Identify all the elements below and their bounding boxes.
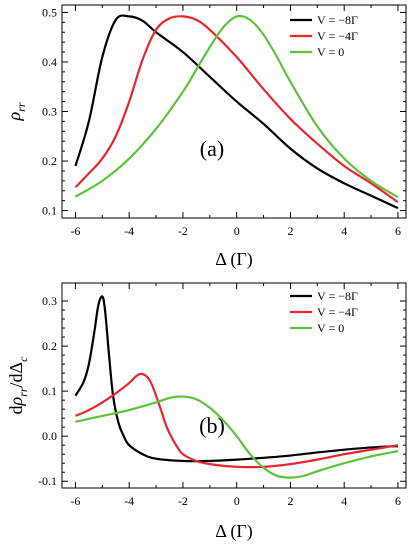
chart-panel-0: -6 -4 -2 0 2 4 6 0.1 0.2 0.3 0.4 0.5 V = −8Γ V = −4Γ V… bbox=[4, 4, 407, 270]
x-axis-label: Δ (Γ) bbox=[215, 521, 252, 542]
y-tick-label: 0.2 bbox=[42, 339, 57, 353]
x-tick-label: 2 bbox=[287, 224, 293, 238]
legend-entry: V = −4Γ bbox=[317, 29, 358, 43]
series-line-1 bbox=[75, 372, 399, 469]
x-tick-label: -6 bbox=[70, 224, 80, 238]
y-axis-label: ρrr bbox=[4, 102, 28, 121]
y-tick-label: 0.4 bbox=[42, 55, 57, 69]
y-axis-label: dρrr/dΔc bbox=[6, 356, 30, 415]
legend-entry: V = −8Γ bbox=[317, 13, 358, 27]
x-tick-label: -2 bbox=[178, 224, 188, 238]
legend-entry: V = −4Γ bbox=[317, 305, 358, 319]
x-tick-label: 6 bbox=[395, 494, 401, 508]
x-tick-label: 4 bbox=[341, 494, 347, 508]
x-tick-label: -6 bbox=[70, 494, 80, 508]
y-tick-label: 0.5 bbox=[42, 5, 57, 19]
series-line-0 bbox=[74, 14, 399, 210]
y-tick-label: -0.1 bbox=[38, 474, 57, 488]
panel-label: (a) bbox=[200, 136, 224, 161]
x-tick-label: -4 bbox=[124, 494, 134, 508]
x-tick-label: -4 bbox=[124, 224, 134, 238]
x-tick-label: 6 bbox=[395, 224, 401, 238]
legend-entry: V = −8Γ bbox=[317, 289, 358, 303]
y-tick-label: 0.1 bbox=[42, 204, 57, 218]
y-tick-label: 0.3 bbox=[42, 105, 57, 119]
x-tick-label: 0 bbox=[234, 224, 240, 238]
x-tick-label: 4 bbox=[341, 224, 347, 238]
series-line-2 bbox=[75, 395, 399, 479]
legend-entry: V = 0 bbox=[317, 45, 344, 59]
legend-entry: V = 0 bbox=[317, 321, 344, 335]
x-tick-label: -2 bbox=[178, 494, 188, 508]
y-tick-label: 0.1 bbox=[42, 384, 57, 398]
plot-frame bbox=[61, 282, 407, 489]
y-tick-label: 0.0 bbox=[42, 429, 57, 443]
x-axis-label: Δ (Γ) bbox=[215, 249, 252, 270]
series-line-1 bbox=[74, 15, 399, 204]
y-tick-label: 0.2 bbox=[42, 154, 57, 168]
y-tick-label: 0.3 bbox=[42, 294, 57, 308]
series-line-0 bbox=[74, 295, 398, 463]
panel-label: (b) bbox=[199, 413, 225, 438]
series-line-2 bbox=[74, 14, 399, 199]
x-tick-label: 0 bbox=[234, 494, 240, 508]
x-tick-label: 2 bbox=[287, 494, 293, 508]
chart-panel-1: -6 -4 -2 0 2 4 6 -0.1 0.0 0.1 0.2 0.3 V = −8Γ V = −4Γ… bbox=[6, 282, 407, 542]
